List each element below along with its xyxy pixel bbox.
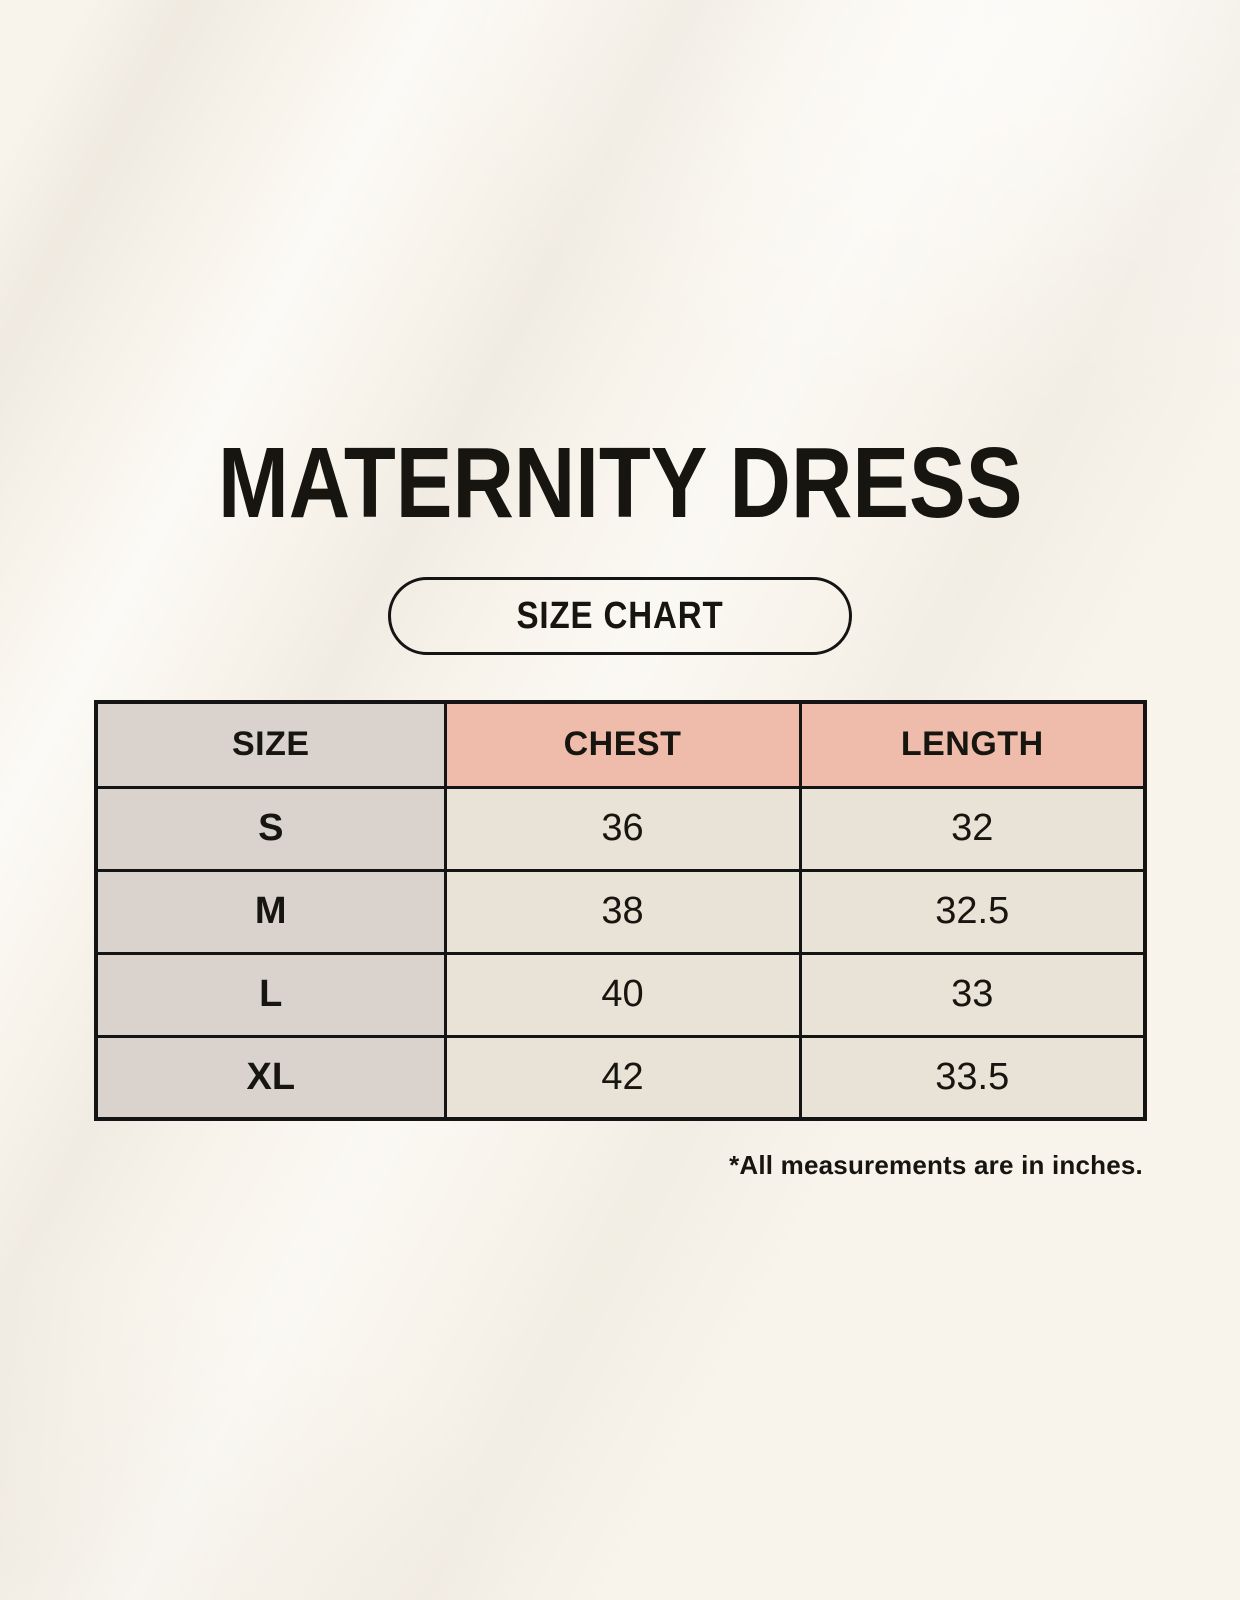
length-cell: 32.5 — [798, 868, 1147, 955]
chest-cell: 38 — [443, 868, 802, 955]
column-header-length: LENGTH — [798, 700, 1147, 789]
column-header-chest: CHEST — [443, 700, 802, 789]
size-chart-table: SIZE CHEST LENGTH S 36 32 M 38 32.5 L 40… — [94, 700, 1147, 1121]
length-cell: 33.5 — [798, 1034, 1147, 1121]
size-chart-badge-label: SIZE CHART — [516, 594, 724, 637]
chest-cell: 36 — [443, 785, 802, 872]
length-cell: 32 — [798, 785, 1147, 872]
page-title: MATERNITY DRESS — [0, 433, 1240, 533]
length-cell: 33 — [798, 951, 1147, 1038]
size-cell: M — [94, 868, 447, 955]
column-header-size: SIZE — [94, 700, 447, 789]
table-header-row: SIZE CHEST LENGTH — [94, 700, 1147, 789]
size-chart-badge: SIZE CHART — [388, 577, 852, 655]
chest-cell: 40 — [443, 951, 802, 1038]
table-row: S 36 32 — [94, 785, 1147, 872]
size-cell: S — [94, 785, 447, 872]
table-row: L 40 33 — [94, 951, 1147, 1038]
page-title-text: MATERNITY DRESS — [217, 427, 1023, 539]
table-row: XL 42 33.5 — [94, 1034, 1147, 1121]
chest-cell: 42 — [443, 1034, 802, 1121]
size-cell: L — [94, 951, 447, 1038]
table-row: M 38 32.5 — [94, 868, 1147, 955]
size-cell: XL — [94, 1034, 447, 1121]
measurements-note: *All measurements are in inches. — [729, 1150, 1143, 1180]
